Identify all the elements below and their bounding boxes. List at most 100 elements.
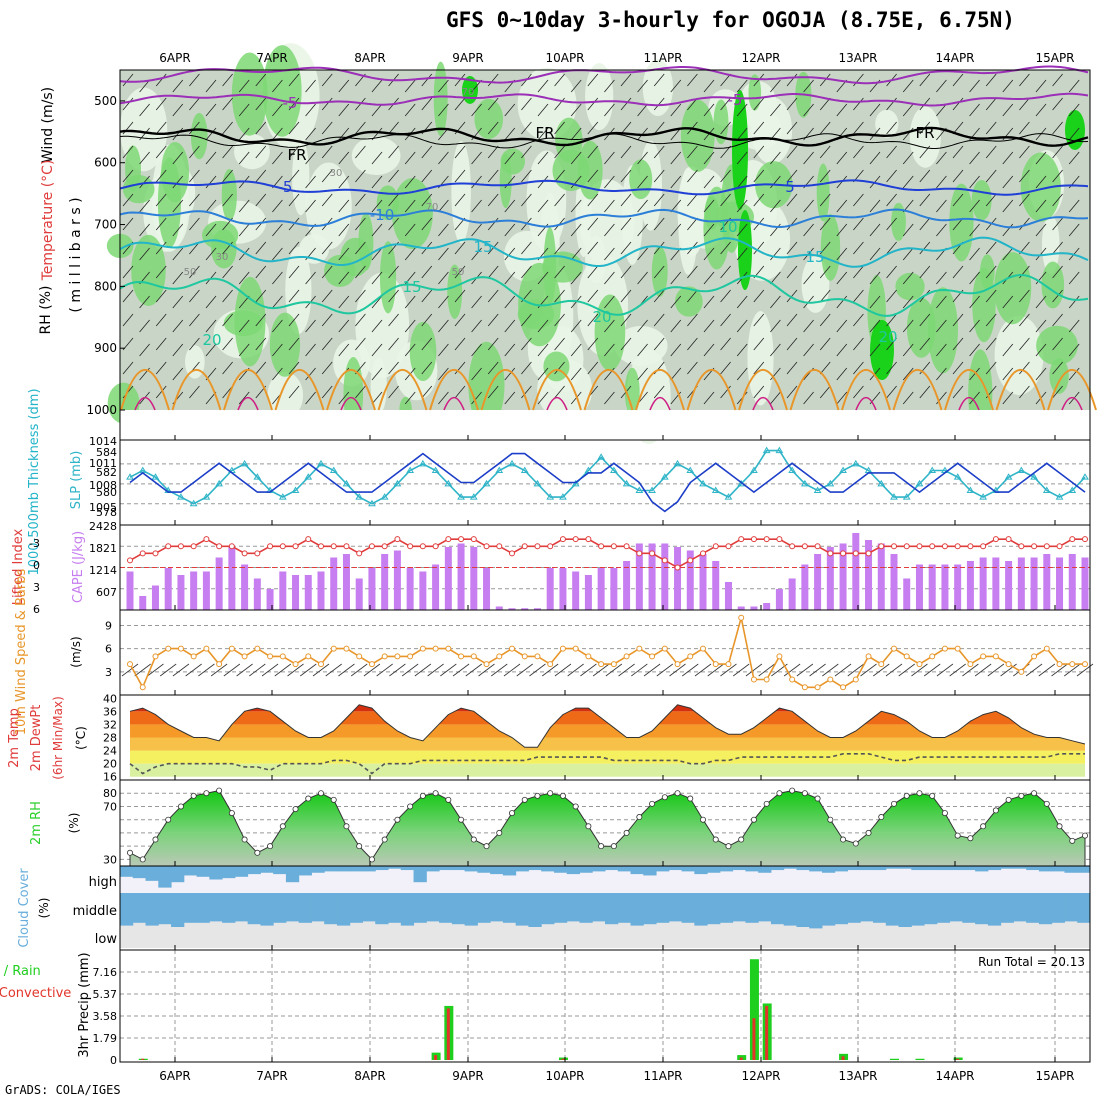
cloud-cover-bar [796,866,810,871]
rh-dry-area [234,134,270,170]
wind-barb [554,313,565,327]
rh2m-point [725,843,732,850]
wind-barb [1002,247,1014,261]
low-cloud-clear-patch [349,945,363,948]
cloud-cover-bar [451,866,466,871]
wind-barb [985,73,997,87]
wind-barb [736,295,748,309]
wind-barb [1052,73,1063,87]
thickness-tick-582: 582 [96,466,117,479]
wind-barb [653,97,665,111]
low-cloud-clear-patch [898,941,912,948]
wind-barb [504,319,516,333]
cloud-cover-bar [630,920,644,926]
wind-barb [487,97,499,111]
wind-barb [819,217,831,231]
wind-barb [205,127,217,141]
wind-barb [189,193,200,207]
rh2m-point [177,803,184,810]
precip-convective-bar [561,1058,565,1060]
cloud-cover-bar [1026,920,1040,923]
wind-barb [487,169,499,183]
wind-barb [288,313,300,327]
wind-barb [687,145,698,159]
wind-barb [487,337,499,351]
wind-barb [438,223,449,237]
cloud-cover-bar [541,866,555,872]
cloud-cover-bar [336,893,351,920]
cloud-cover-bar [617,893,632,920]
cloud-cover-bar [987,893,1002,920]
wind-barb [786,169,798,183]
wind-barb [770,151,781,165]
cloud-cover-bar [362,866,376,872]
wind-barb [487,313,499,327]
rh-contour-label-4: 50 [452,267,465,278]
rh-dry-area [305,162,352,250]
cloud-cover-bar [681,893,695,920]
wind-barb [205,247,217,261]
lifted-index-line-point [598,543,605,550]
wind-barb-10m [249,663,266,677]
wind-barb [902,175,914,189]
wind-barb [321,337,333,351]
rh-dry-area [292,139,310,216]
wind-barb [305,127,316,141]
wind-barb [321,73,333,87]
temp-band [130,704,1085,712]
wind-barb [255,313,267,327]
slp-line-point [177,493,185,500]
wind-speed-line-point [305,653,312,660]
slp-line-point [660,473,669,480]
cape-bar [979,557,987,610]
wind-barb-10m [1051,663,1068,677]
cloud-cover-bar [490,866,504,875]
lifted-index-line-point [190,543,197,550]
cloud-cover-bar [324,866,338,872]
wind-barb [836,223,848,237]
isotherm-25-arc [1047,368,1097,411]
wind-barb [720,121,731,135]
rh2m-point [610,843,617,850]
wind-barb [853,217,864,231]
rh-moist-area [971,179,992,221]
wind-barb [620,193,632,207]
cloud-cover-bar [528,866,542,871]
rh2m-point [394,816,401,823]
wind-barb [952,265,964,279]
wind-barb [687,313,698,327]
cloud-cover-bar [171,893,185,920]
wind-barb [1019,97,1030,111]
wind-barb [1052,385,1063,399]
cloud-cover-bar [847,893,861,920]
cape-bar [279,571,287,610]
cloud-cover-bar [911,893,925,920]
wind-barb [404,151,416,165]
wind-barb [637,79,648,93]
rh2m-point [801,790,808,797]
lifted-index-line-point [954,543,961,550]
wind-barb [288,361,300,375]
precip-axis-title: 3hr Precip (mm) [77,952,92,1057]
wind-barb [803,199,814,213]
isotherm-25-arc [377,368,428,411]
wind-barb [371,103,383,117]
wind-barb [238,247,250,261]
rh2m-point [992,807,999,814]
rh2m-point [738,836,745,843]
wind-barb [1068,367,1080,381]
wind-barb [238,319,250,333]
wind-barb [305,319,316,333]
contour-label-10: 15 [473,238,492,256]
cape-bar [775,588,783,610]
wind-barb [421,169,433,183]
isotherm-25-arc [738,368,788,411]
isotherm-25-arc [789,368,840,411]
cape-bar [623,560,631,610]
wind-barb [521,169,532,183]
low-cloud-clear-patch [311,946,325,948]
low-cloud-clear-patch [541,943,555,948]
wind-barb [404,223,416,237]
rh2m-point [381,836,388,843]
wind-barb [786,313,798,327]
